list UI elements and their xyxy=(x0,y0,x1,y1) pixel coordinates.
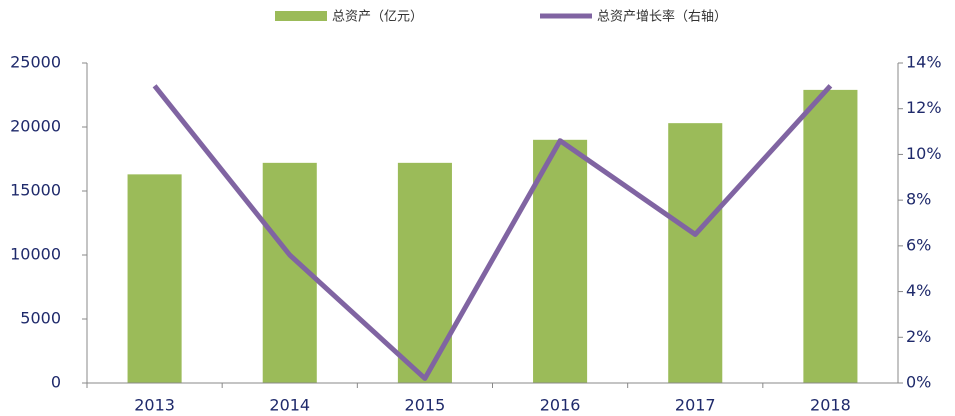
y2-tick-label: 0% xyxy=(906,373,931,392)
x-tick-label: 2013 xyxy=(134,396,175,415)
x-tick-label: 2015 xyxy=(405,396,446,415)
x-tick-label: 2017 xyxy=(675,396,716,415)
y2-tick-label: 8% xyxy=(906,190,931,209)
y2-tick-label: 4% xyxy=(906,281,931,300)
y2-tick-label: 14% xyxy=(906,53,942,72)
y2-tick-label: 12% xyxy=(906,98,942,117)
y-tick-label: 10000 xyxy=(10,245,61,264)
legend-label: 总资产增长率（右轴） xyxy=(597,9,727,25)
legend-swatch xyxy=(275,11,327,21)
bar xyxy=(127,174,182,383)
y-tick-label: 15000 xyxy=(10,181,61,200)
bar xyxy=(803,89,858,383)
bar xyxy=(668,123,723,383)
y-tick-label: 20000 xyxy=(10,117,61,136)
y-tick-label: 5000 xyxy=(20,309,61,328)
legend-label: 总资产（亿元） xyxy=(332,10,423,25)
y-tick-label: 25000 xyxy=(10,53,61,72)
y2-tick-label: 2% xyxy=(906,327,931,346)
line xyxy=(152,84,833,381)
x-tick-label: 2016 xyxy=(540,396,581,415)
y2-tick-label: 6% xyxy=(906,235,931,254)
bar xyxy=(533,139,588,383)
x-tick-label: 2014 xyxy=(269,396,310,415)
y2-tick-label: 10% xyxy=(906,144,942,163)
y-tick-label: 0 xyxy=(51,373,61,392)
x-tick-label: 2018 xyxy=(810,396,851,415)
